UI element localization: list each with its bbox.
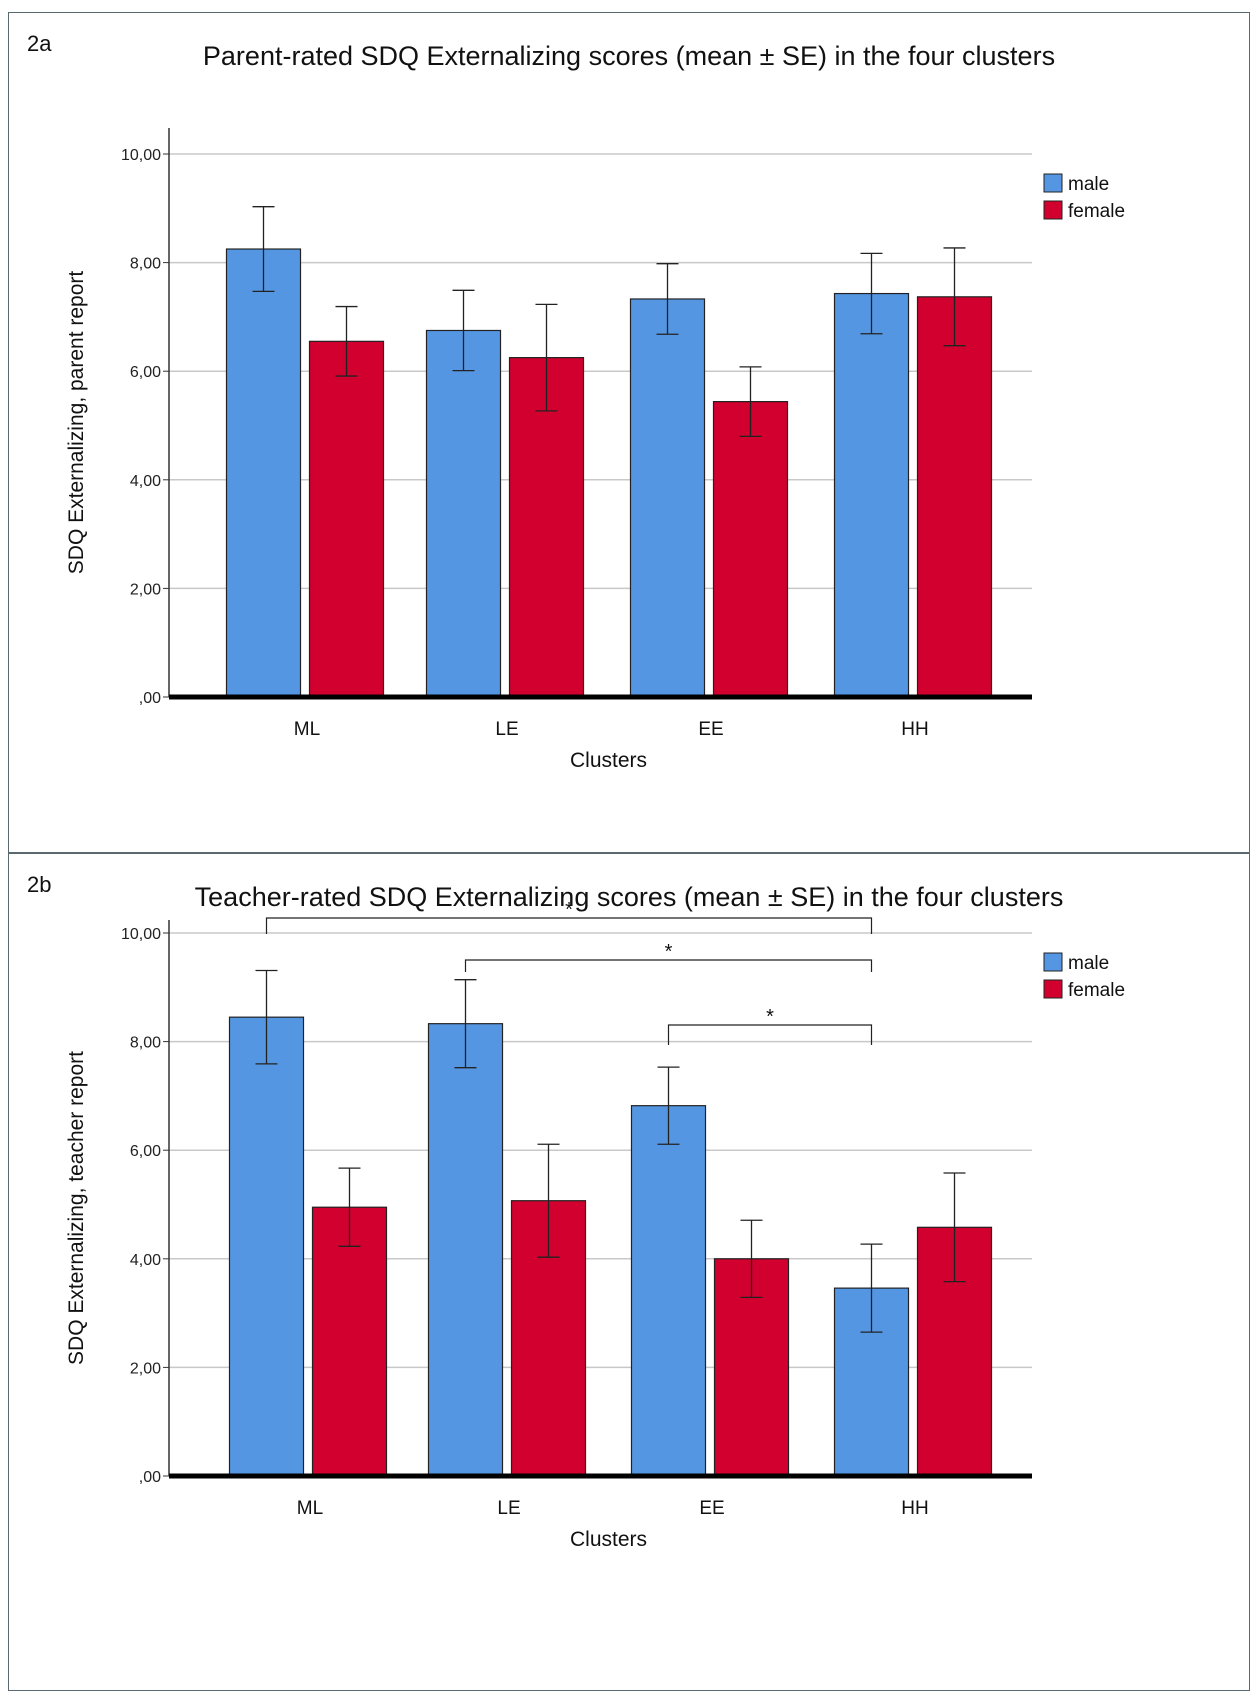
x-tick-label: LE: [495, 719, 518, 740]
chart-title: Teacher-rated SDQ Externalizing scores (…: [194, 882, 1064, 912]
y-tick-label: ,00: [139, 1469, 161, 1486]
bar-male-LE: [427, 1023, 504, 1477]
legend-swatch-male: [1043, 173, 1063, 193]
bar-female-EE: [712, 401, 789, 698]
y-tick-label: 6,00: [130, 364, 161, 381]
y-tick-label: 2,00: [130, 581, 161, 598]
significance-marker: *: [665, 941, 673, 963]
y-tick-label: 8,00: [130, 1035, 161, 1052]
x-tick-label: LE: [497, 1498, 520, 1519]
chart-2a: ,00 2,00 4,00 6,00 8,00 10,00 ML LE EE HH Clusters…: [65, 128, 1125, 772]
bar-male-ML: [225, 248, 302, 698]
bar-female-ML: [311, 1206, 388, 1477]
chart-2b: ,00 2,00 4,00 6,00 8,00 10,00 ML LE EE HH Clusters…: [65, 899, 1125, 1551]
bar-female-LE: [508, 357, 585, 698]
x-tick-label: HH: [901, 1498, 928, 1519]
legend-label-female: female: [1068, 201, 1125, 222]
significance-marker: *: [766, 1006, 774, 1028]
x-tick-label: HH: [901, 719, 928, 740]
y-tick-label: 6,00: [130, 1143, 161, 1160]
x-tick-label: ML: [297, 1498, 323, 1519]
x-tick-label: EE: [698, 719, 723, 740]
legend-label-female: female: [1068, 980, 1125, 1001]
bar-male-ML: [228, 1016, 305, 1477]
y-tick-label: 10,00: [121, 926, 161, 943]
x-tick-label: EE: [699, 1498, 724, 1519]
y-axis-title: SDQ Externalizing, parent report: [65, 271, 88, 575]
legend-swatch-male: [1043, 952, 1063, 972]
y-axis-title: SDQ Externalizing, teacher report: [65, 1051, 88, 1365]
panel-label: 2b: [27, 872, 52, 897]
bar-male-LE: [425, 329, 502, 698]
panel-2b: 2b Teacher-rated SDQ Externalizing score…: [8, 853, 1250, 1691]
panel-label: 2a: [27, 31, 52, 56]
legend-swatch-female: [1043, 979, 1063, 999]
y-tick-label: 4,00: [130, 473, 161, 490]
bar-male-HH: [833, 292, 910, 698]
legend-label-male: male: [1068, 174, 1109, 195]
x-axis-title: Clusters: [570, 749, 647, 772]
significance-bracket: [464, 959, 873, 972]
x-tick-label: ML: [294, 719, 320, 740]
legend-label-male: male: [1068, 953, 1109, 974]
y-tick-label: ,00: [139, 690, 161, 707]
significance-bracket: [265, 917, 873, 934]
x-axis-title: Clusters: [570, 1528, 647, 1551]
bar-male-EE: [630, 1105, 707, 1477]
chart-title: Parent-rated SDQ Externalizing scores (m…: [202, 41, 1056, 71]
y-tick-label: 8,00: [130, 256, 161, 273]
bar-female-HH: [916, 296, 993, 698]
bar-female-ML: [308, 340, 385, 698]
panel-2a: 2a Parent-rated SDQ Externalizing scores…: [8, 12, 1250, 853]
y-tick-label: 10,00: [121, 147, 161, 164]
y-tick-label: 4,00: [130, 1252, 161, 1269]
significance-bracket: [667, 1024, 873, 1045]
significance-marker: *: [565, 899, 573, 921]
legend-swatch-female: [1043, 200, 1063, 220]
y-tick-label: 2,00: [130, 1360, 161, 1377]
bar-male-EE: [629, 298, 706, 698]
